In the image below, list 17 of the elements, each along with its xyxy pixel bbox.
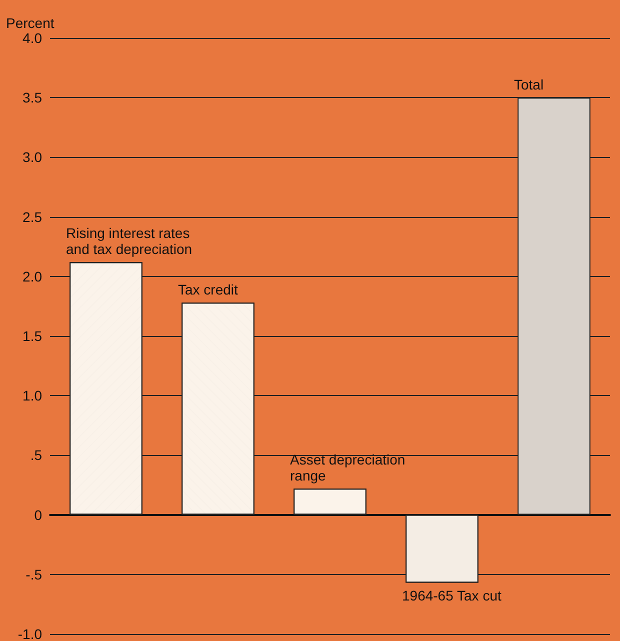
y-tick-label: 2.5 xyxy=(22,208,42,225)
y-tick-label: 2.0 xyxy=(22,268,42,284)
y-axis-title: Percent xyxy=(6,15,54,31)
x-tick-label: Rising interest rates and tax depreciation xyxy=(66,225,194,258)
x-tick-label: Total xyxy=(514,76,544,93)
x-tick-label: Asset depreciation range xyxy=(290,452,410,484)
y-tick-label: .5 xyxy=(30,447,42,464)
y-tick-label: -.5 xyxy=(26,566,42,582)
y-tick-label: 0 xyxy=(34,506,42,523)
x-tick-label: Tax credit xyxy=(178,282,238,298)
y-tick-label: 3.0 xyxy=(22,149,42,166)
x-tick-label: 1964-65 Tax cut xyxy=(402,588,502,604)
y-tick-label: -1.0 xyxy=(18,626,42,641)
y-tick-label: 4.0 xyxy=(22,30,42,46)
y-tick-label: 1.5 xyxy=(22,328,42,344)
y-tick-label: 3.5 xyxy=(22,90,42,106)
y-tick-label: 1.0 xyxy=(22,388,42,404)
